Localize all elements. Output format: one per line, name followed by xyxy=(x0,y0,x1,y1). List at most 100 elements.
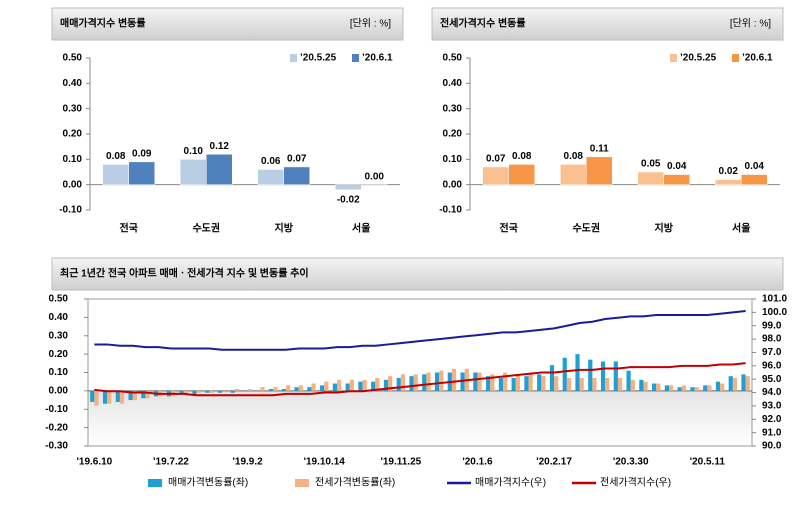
bar xyxy=(694,387,699,391)
legend-swatch xyxy=(352,54,359,62)
bar xyxy=(511,378,516,391)
bar xyxy=(192,390,197,395)
bar xyxy=(549,365,555,391)
y-tick-label: 0.50 xyxy=(63,53,83,64)
bar xyxy=(345,383,350,391)
y-tick-label: -0.10 xyxy=(439,205,462,216)
y-tick-label: 0.40 xyxy=(49,312,69,323)
bar xyxy=(422,374,427,391)
bar xyxy=(575,354,580,391)
legend-label: ’20.5.25 xyxy=(680,53,717,64)
bar xyxy=(107,390,112,404)
value-label: 0.00 xyxy=(365,171,385,182)
legend-swatch xyxy=(148,479,162,487)
bar xyxy=(206,154,233,185)
bar xyxy=(503,372,508,391)
bar xyxy=(294,387,299,391)
bar xyxy=(482,166,509,185)
bar xyxy=(473,372,478,391)
legend-label: 전세가격지수(우) xyxy=(600,476,671,489)
bar xyxy=(515,374,520,391)
x-tick-label: 지방 xyxy=(275,222,294,235)
bar xyxy=(311,383,316,391)
bar xyxy=(592,378,597,391)
legend-label: ’20.6.1 xyxy=(742,53,773,64)
bar xyxy=(358,381,363,391)
negative-zone xyxy=(88,390,752,446)
bar xyxy=(745,376,750,391)
bar xyxy=(451,368,457,391)
legend-label: 매매가격지수(우) xyxy=(475,476,546,489)
bar xyxy=(362,379,367,391)
bar xyxy=(690,387,695,391)
x-tick-label: 서울 xyxy=(352,222,370,235)
bar xyxy=(605,378,610,391)
y-tick-label: 0.20 xyxy=(63,129,83,140)
bar xyxy=(656,383,661,391)
legend-swatch xyxy=(670,54,677,62)
bar xyxy=(560,164,587,185)
bar xyxy=(490,374,495,391)
bar xyxy=(477,372,482,391)
y2-tick-label: 100.0 xyxy=(762,307,787,318)
bar xyxy=(119,390,125,404)
y-tick-label: 0.30 xyxy=(49,330,69,341)
y-tick-label: -0.10 xyxy=(45,404,68,415)
x-tick-label: 전국 xyxy=(500,222,518,235)
bar xyxy=(332,383,337,391)
bar xyxy=(320,385,325,391)
x-tick-label: 수도권 xyxy=(572,223,600,235)
y2-tick-label: 101.0 xyxy=(762,294,787,305)
bar xyxy=(183,390,188,395)
y-tick-label: 0.10 xyxy=(63,154,83,165)
bar xyxy=(732,378,738,391)
bar xyxy=(626,370,631,391)
value-label: 0.12 xyxy=(210,141,230,152)
bar xyxy=(400,374,406,391)
y-tick-label: 0.20 xyxy=(49,349,69,360)
unit-label: [단위 : %] xyxy=(730,17,771,30)
y-tick-label: 0.00 xyxy=(49,386,69,397)
x-tick-label: '19.7.22 xyxy=(153,457,189,468)
bar xyxy=(566,378,572,391)
y2-tick-label: 97.0 xyxy=(762,347,782,358)
bar xyxy=(273,387,278,391)
y-tick-label: -0.10 xyxy=(59,205,82,216)
bar xyxy=(613,361,618,391)
bar xyxy=(337,379,342,391)
bar xyxy=(115,390,120,402)
bar xyxy=(541,376,546,391)
y-tick-label: -0.30 xyxy=(45,441,68,452)
y2-tick-label: 91.0 xyxy=(762,427,782,438)
panel-title: 매매가격지수 변동률 xyxy=(60,17,146,30)
value-label: 0.07 xyxy=(287,154,307,165)
bar xyxy=(663,174,690,185)
legend-swatch xyxy=(732,54,739,62)
bar xyxy=(209,390,214,393)
bar xyxy=(652,383,657,391)
value-label: 0.06 xyxy=(261,156,281,167)
y-tick-label: 0.10 xyxy=(443,154,463,165)
value-label: 0.05 xyxy=(641,159,661,170)
bar xyxy=(281,389,286,391)
bar xyxy=(643,381,648,391)
x-tick-label: '20.5.11 xyxy=(690,457,726,468)
bar xyxy=(508,164,535,185)
y2-tick-label: 96.0 xyxy=(762,360,782,371)
bar xyxy=(409,376,414,391)
bar xyxy=(283,166,310,185)
bar xyxy=(179,390,184,395)
bar xyxy=(720,383,725,391)
x-tick-label: '19.9.2 xyxy=(233,457,264,468)
bar xyxy=(741,374,746,391)
bar xyxy=(205,390,210,393)
bar xyxy=(600,361,606,391)
bar xyxy=(141,390,146,399)
bar xyxy=(196,390,201,393)
bar xyxy=(439,370,444,391)
line xyxy=(94,362,746,397)
legend-label: ’20.6.1 xyxy=(362,53,393,64)
bar xyxy=(586,156,613,185)
bar xyxy=(703,385,708,391)
